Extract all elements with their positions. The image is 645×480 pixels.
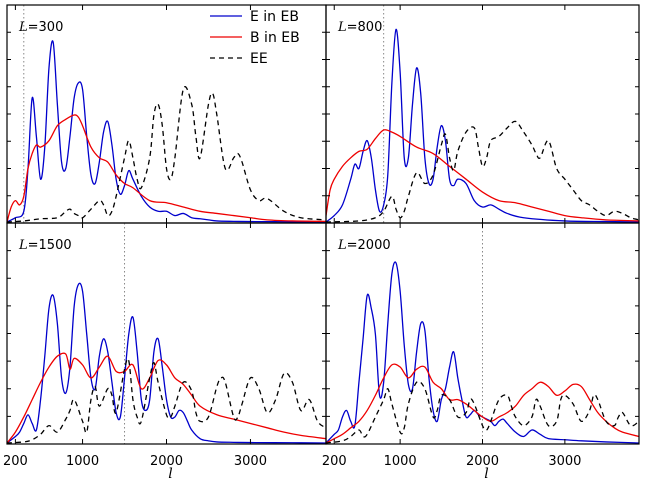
series-line-b-in-eb: [326, 129, 639, 222]
panel-4: L=2000: [325, 222, 640, 445]
series-line-ee: [7, 86, 326, 223]
x-tick-label: 2000: [150, 454, 183, 469]
panel-label: L=800: [337, 20, 382, 35]
x-tick-label: 3000: [234, 454, 267, 469]
series-line-e-in-eb: [7, 282, 326, 444]
x-axis-label: l: [168, 466, 172, 480]
series-line-b-in-eb: [7, 114, 326, 223]
panel-frame: [6, 222, 327, 445]
panel-2: L=800: [325, 4, 640, 224]
x-tick-label: 3000: [548, 454, 581, 469]
x-axis-label: l: [484, 466, 488, 480]
series-line-e-in-eb: [326, 28, 639, 223]
series-line-ee: [326, 120, 639, 223]
series-line-ee: [326, 380, 639, 444]
legend-label: EE: [250, 51, 268, 67]
series-line-b-in-eb: [326, 363, 639, 444]
series-line-e-in-eb: [7, 40, 326, 223]
x-tick-label: 1000: [66, 454, 99, 469]
x-tick-label: 200: [322, 454, 347, 469]
x-tick-label: 1000: [384, 454, 417, 469]
series-line-e-in-eb: [326, 261, 639, 444]
panel-label: L=1500: [18, 238, 72, 253]
x-tick-label: 2000: [466, 454, 499, 469]
series-line-ee: [7, 357, 326, 444]
series-line-b-in-eb: [7, 352, 326, 444]
panel-3: L=1500: [6, 222, 327, 445]
panel-frame: [325, 4, 640, 224]
panels: L=300 L=800 L=1500 L=2000: [6, 4, 640, 445]
x-tick-label: 200: [3, 454, 28, 469]
legend-label: E in EB: [250, 9, 299, 25]
legend: E in EB B in EB EE: [210, 9, 300, 67]
panel-label: L=300: [18, 20, 63, 35]
panel-label: L=2000: [337, 238, 391, 253]
x-axis: 200 1000 2000 3000 l 200 1000 2000 3000 l: [3, 454, 581, 480]
legend-label: B in EB: [250, 30, 300, 46]
